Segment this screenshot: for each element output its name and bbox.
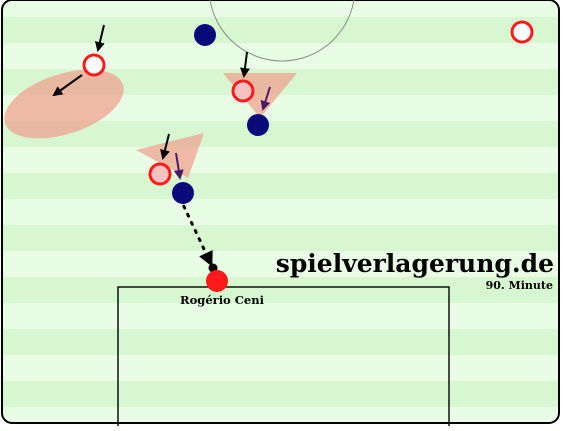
pressing-zone-left (4, 69, 124, 139)
red-press-arrow (240, 51, 250, 78)
red-press-arrow (95, 24, 105, 52)
pitch-border (1, 0, 560, 424)
blue-player (172, 182, 194, 204)
goalkeeper-player (206, 270, 228, 292)
red-press-arrow (160, 133, 170, 160)
blue-player (194, 24, 216, 46)
red-player (82, 53, 106, 77)
blue-player (247, 114, 269, 136)
pitch-stripe (2, 121, 559, 147)
red-player (510, 20, 534, 44)
red-press-arrow (52, 74, 83, 97)
red-player (231, 79, 255, 103)
pitch-stripe (2, 173, 559, 199)
goalkeeper-label: Rogério Ceni (180, 293, 265, 307)
blue-move-arrow (173, 152, 184, 180)
pitch-stripe (2, 17, 559, 43)
red-player (148, 162, 172, 186)
pressing-zone-bottom (136, 133, 204, 178)
pitch-stripe (2, 329, 559, 355)
minute-label: 90. Minute (486, 279, 553, 292)
pitch-stripe (2, 225, 559, 251)
blue-move-arrow (260, 86, 271, 111)
pitch-stripes (2, 17, 559, 407)
centre-circle (209, 0, 355, 62)
pitch-stripe (2, 277, 559, 303)
brand-watermark: spielverlagerung.de (276, 249, 554, 278)
pass-arrow (178, 196, 213, 267)
pitch-stripe (2, 381, 559, 407)
